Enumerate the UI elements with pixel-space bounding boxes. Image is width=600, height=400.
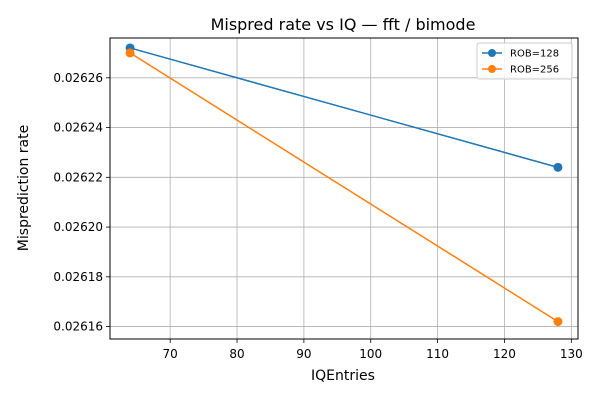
x-axis-label: IQEntries [311, 368, 375, 384]
x-tick-label: 110 [426, 347, 449, 361]
legend: ROB=128 ROB=256 [476, 42, 573, 80]
x-tick-label: 90 [296, 347, 311, 361]
data-point [553, 317, 563, 327]
y-tick-label: 0.02620 [53, 220, 103, 234]
legend-marker [488, 49, 496, 57]
x-tick-label: 80 [229, 347, 244, 361]
y-tick-label: 0.02626 [53, 71, 103, 85]
x-tick-label: 70 [163, 347, 178, 361]
y-axis-label: Misprediction rate [16, 125, 32, 251]
x-tick-label: 120 [493, 347, 516, 361]
y-tick-label: 0.02616 [53, 320, 103, 334]
y-tick-label: 0.02618 [53, 270, 103, 284]
y-tick-label: 0.02622 [53, 170, 103, 184]
legend-label: ROB=256 [510, 65, 559, 76]
grid [110, 38, 578, 339]
data-point [125, 48, 135, 58]
chart-title: Mispred rate vs IQ — fft / bimode [211, 15, 476, 34]
x-tick-label: 100 [359, 347, 382, 361]
legend-label: ROB=128 [510, 49, 559, 60]
data-point [553, 162, 563, 172]
series-line [129, 47, 559, 169]
ticks: 70 80 90 100 110 120 130 0.02616 0.02618 0.02620 0… [53, 71, 582, 361]
series-1 [125, 48, 563, 327]
series-layer [125, 43, 563, 327]
legend-box [476, 42, 573, 80]
y-tick-label: 0.02624 [53, 121, 103, 135]
legend-marker [488, 65, 496, 73]
x-tick-label: 130 [560, 347, 583, 361]
plot-frame [109, 37, 579, 340]
series-line [129, 52, 559, 323]
legend-entry: ROB=128 [482, 49, 559, 60]
legend-entry: ROB=256 [482, 65, 559, 76]
